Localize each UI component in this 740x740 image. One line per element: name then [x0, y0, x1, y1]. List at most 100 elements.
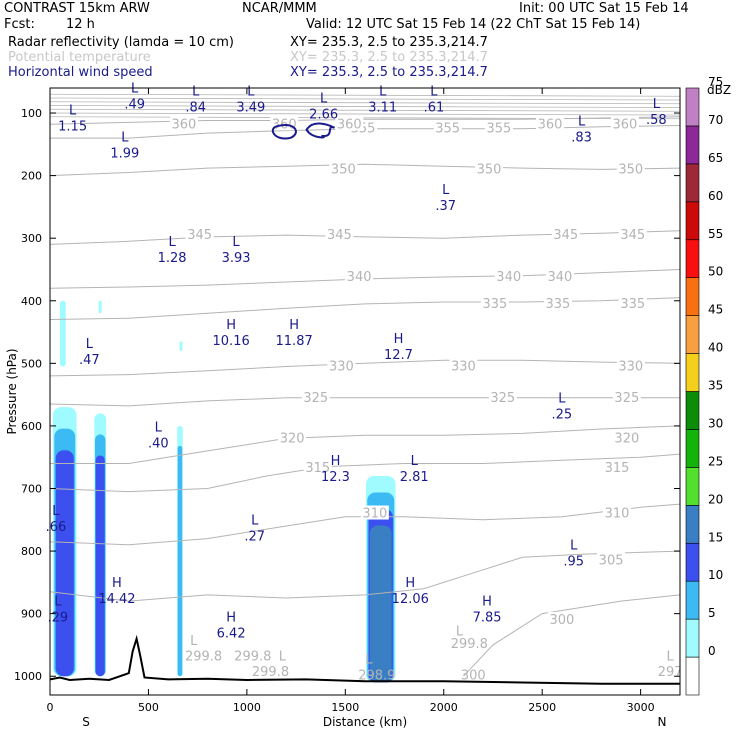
isentrope-label-bg [475, 161, 504, 176]
wind-extremum-value-19: 12.3 [321, 470, 350, 485]
theta-surface-label-5: 297 [658, 665, 683, 680]
x-tick-label-2000: 2000 [430, 701, 458, 714]
wind-extremum-kind-5: L [430, 85, 438, 100]
x-end-right-label: N [658, 715, 667, 729]
isentrope-label-bg [494, 268, 523, 283]
wind-extremum-value-25: 12.06 [392, 592, 429, 607]
isentrope-label-335: 335 [546, 297, 571, 312]
colorbar-segment-65 [685, 163, 700, 203]
isentrope-label-bg [480, 295, 509, 310]
y-tick-label-200: 200 [21, 170, 42, 183]
isentrope-label-bg [547, 611, 576, 626]
field-reflectivity: Radar reflectivity (lamda = 10 cm) [8, 35, 234, 50]
wind-extremum-kind-15: H [289, 318, 299, 333]
colorbar-segment-45 [685, 315, 700, 354]
isentrope-label-345: 345 [187, 228, 212, 243]
x-tick-label-0: 0 [47, 701, 54, 714]
wind-extremum-kind-0: L [131, 82, 139, 97]
colorbar-segment-15 [685, 542, 700, 582]
isentrope-label-bg [603, 505, 631, 520]
theta-upper-line [50, 112, 680, 116]
wind-extremum-kind-7: L [69, 103, 77, 118]
wind-extremum-value-0: .49 [124, 98, 145, 113]
colorbar-label-35: 35 [708, 379, 723, 393]
isentrope-label-305: 305 [599, 553, 624, 568]
colorbar-segment-30 [685, 429, 700, 468]
theta-upper-line [50, 108, 680, 112]
isentrope-label-bg [335, 116, 364, 131]
isentrope-label-bg [345, 268, 374, 283]
colorbar-segment-10 [685, 580, 700, 620]
wind-extremum-kind-4: L [379, 85, 387, 100]
isentrope-label-bg [551, 227, 580, 242]
isentrope-320 [50, 425, 680, 464]
theta-surface-label-8: L [456, 625, 464, 640]
wind-extremum-value-12: 3.93 [222, 251, 251, 266]
wind-extremum-value-3: 2.66 [309, 108, 338, 123]
wind-extremum-kind-6: L [653, 97, 661, 112]
theta-upper-line [50, 101, 680, 105]
x-tick-label-2500: 2500 [528, 701, 556, 714]
colorbar-segment-50 [685, 277, 700, 316]
theta-surface-label-4: 300 [461, 668, 486, 683]
wind-extremum-kind-19: H [331, 454, 341, 469]
colorbar-segment-25 [685, 467, 700, 506]
isentrope-label-360: 360 [538, 117, 563, 132]
wind-extremum-value-5: .61 [424, 101, 445, 116]
wind-extremum-value-14: 10.16 [213, 334, 250, 349]
y-tick-label-400: 400 [21, 295, 42, 308]
field-reflectivity-xy: XY= 235.3, 2.5 to 235.3,214.7 [290, 35, 488, 50]
isentrope-label-bg [325, 227, 354, 242]
isentrope-330 [50, 359, 680, 377]
isentrope-label-330: 330 [329, 359, 354, 374]
theta-upper-line [50, 105, 680, 108]
isentrope-label-bg [616, 358, 645, 373]
isentrope-label-bg [612, 389, 641, 404]
isentrope-label-350: 350 [477, 162, 502, 177]
wind-extremum-kind-21: L [251, 513, 259, 528]
isentrope-305 [50, 550, 680, 602]
wind-extremum-value-18: .40 [148, 437, 169, 452]
isentrope-label-330: 330 [618, 359, 643, 374]
colorbar-segment-70 [685, 125, 700, 165]
isentrope-label-340: 340 [496, 270, 521, 285]
wind-extremum-value-10: .37 [435, 199, 456, 214]
theta-surface-label-1: 299.8 [252, 665, 289, 680]
wind-extremum-kind-25: H [405, 576, 415, 591]
valid-time: Valid: 12 UTC Sat 15 Feb 14 (22 ChT Sat … [306, 17, 641, 32]
theta-upper-line [50, 97, 680, 101]
isentrope-label-bg [488, 389, 517, 404]
isentrope-label-325: 325 [614, 391, 639, 406]
wind-extremum-value-28: 6.42 [217, 626, 246, 641]
wind-extremum-value-17: .25 [552, 407, 573, 422]
wind-extremum-value-26: 7.85 [473, 611, 502, 626]
wind-jet-contour-b [305, 122, 336, 139]
wind-extremum-value-4: 3.11 [368, 101, 397, 116]
y-tick-label-300: 300 [21, 232, 42, 245]
isentrope-360 [50, 116, 680, 125]
isentrope-label-360: 360 [171, 117, 196, 132]
isentrope-label-bg [360, 505, 389, 520]
isentrope-label-335: 335 [483, 297, 508, 312]
isentrope-label-bg [612, 430, 641, 445]
isentrope-label-345: 345 [327, 228, 352, 243]
isentrope-label-bg [327, 358, 356, 373]
colorbar-segment-35 [685, 391, 700, 430]
colorbar-label-55: 55 [708, 227, 723, 241]
isentrope-label-bg [301, 389, 330, 404]
isentrope-label-315: 315 [605, 461, 630, 476]
fcst-value: 12 h [66, 17, 95, 32]
colorbar-unit: dBZ [707, 83, 731, 97]
isentrope-label-325: 325 [303, 391, 328, 406]
isentrope-label-360: 360 [337, 117, 362, 132]
axes-layer: 100 200 300 400 500 600 700 800 900 1000 0 500 1000 1… [5, 88, 680, 729]
wind-extremum-kind-22: L [570, 538, 578, 553]
colorbar-label-10: 10 [708, 568, 723, 582]
isentrope-label-bg [543, 295, 572, 310]
x-tick-label-1000: 1000 [233, 701, 261, 714]
isentrope-300 [463, 594, 680, 677]
x-axis-label: Distance (km) [323, 715, 407, 729]
